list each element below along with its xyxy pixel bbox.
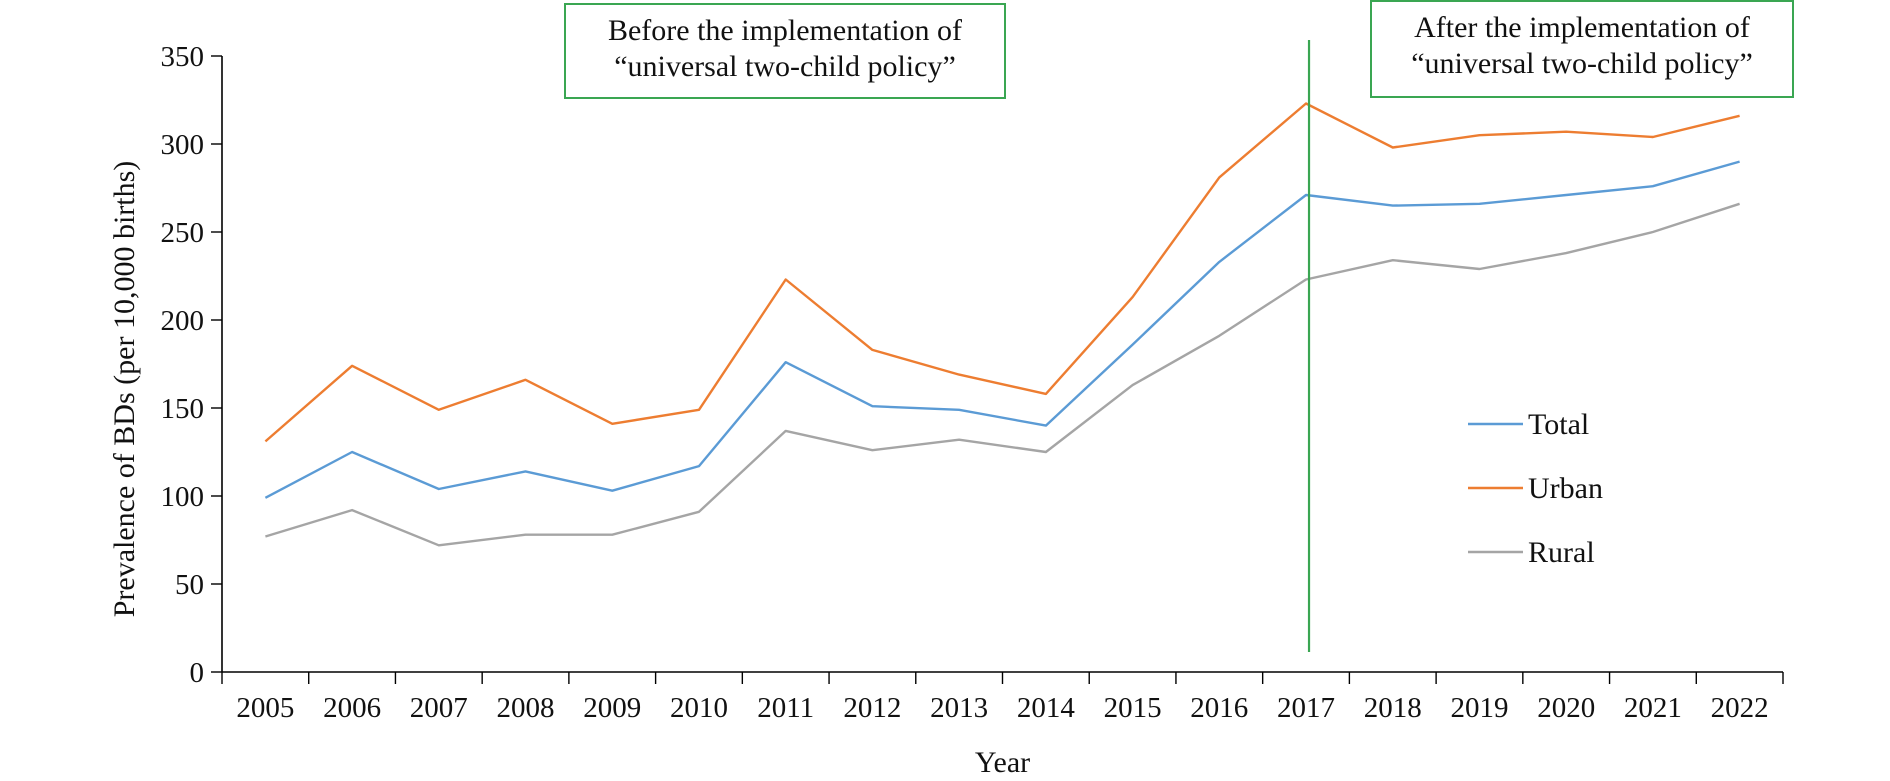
- x-tick-label: 2010: [670, 692, 728, 724]
- x-tick-label: 2018: [1364, 692, 1422, 724]
- x-tick-label: 2011: [757, 692, 814, 724]
- x-tick-label: 2016: [1190, 692, 1248, 724]
- series-line-total: [264, 160, 1740, 499]
- x-tick-label: 2015: [1104, 692, 1162, 724]
- x-tick-label: 2019: [1450, 692, 1508, 724]
- legend-label-rural: Rural: [1528, 536, 1595, 569]
- x-tick-label: 2009: [583, 692, 641, 724]
- x-axis-title: Year: [975, 746, 1030, 779]
- x-tick-label: 2022: [1711, 692, 1769, 724]
- annotation-text-after: After the implementation of: [1414, 11, 1750, 44]
- y-tick-label: 250: [161, 217, 205, 249]
- legend: Total Urban Rural: [1468, 408, 1603, 569]
- y-tick-label: 150: [161, 393, 205, 425]
- y-axis-title: Prevalence of BDs (per 10,000 births): [108, 161, 141, 618]
- annotation-box-before: [564, 3, 1006, 99]
- annotations: Before the implementation of“universal t…: [564, 0, 1794, 652]
- legend-label-total: Total: [1528, 408, 1589, 441]
- x-tick-label: 2007: [410, 692, 468, 724]
- annotation-box-after: [1370, 0, 1794, 98]
- y-tick-label: 100: [161, 481, 205, 513]
- x-tick-label: 2008: [497, 692, 555, 724]
- annotation-text-before: Before the implementation of: [608, 14, 962, 47]
- x-tick-label: 2005: [236, 692, 294, 724]
- x-tick-label: 2013: [930, 692, 988, 724]
- y-tick-label: 350: [161, 41, 205, 73]
- legend-label-urban: Urban: [1528, 472, 1603, 505]
- x-tick-label: 2020: [1537, 692, 1595, 724]
- axes: [221, 56, 1783, 673]
- y-tick-label: 50: [175, 569, 204, 601]
- y-tick-label: 300: [161, 129, 205, 161]
- series-lines: [264, 102, 1740, 547]
- x-tick-label: 2021: [1624, 692, 1682, 724]
- annotation-text-after: “universal two-child policy”: [1411, 47, 1753, 80]
- y-tick-label: 0: [190, 657, 205, 689]
- series-line-rural: [265, 202, 1740, 547]
- x-tick-label: 2014: [1017, 692, 1076, 724]
- x-tick-label: 2012: [843, 692, 901, 724]
- series-line-urban: [264, 102, 1740, 443]
- ticks: 0 50 100 150 200 250 300 350 2005 2006 2007 2008 200…: [161, 41, 1784, 724]
- x-tick-label: 2006: [323, 692, 381, 724]
- annotation-text-before: “universal two-child policy”: [614, 50, 956, 83]
- y-tick-label: 200: [161, 305, 205, 337]
- x-tick-label: 2017: [1277, 692, 1335, 724]
